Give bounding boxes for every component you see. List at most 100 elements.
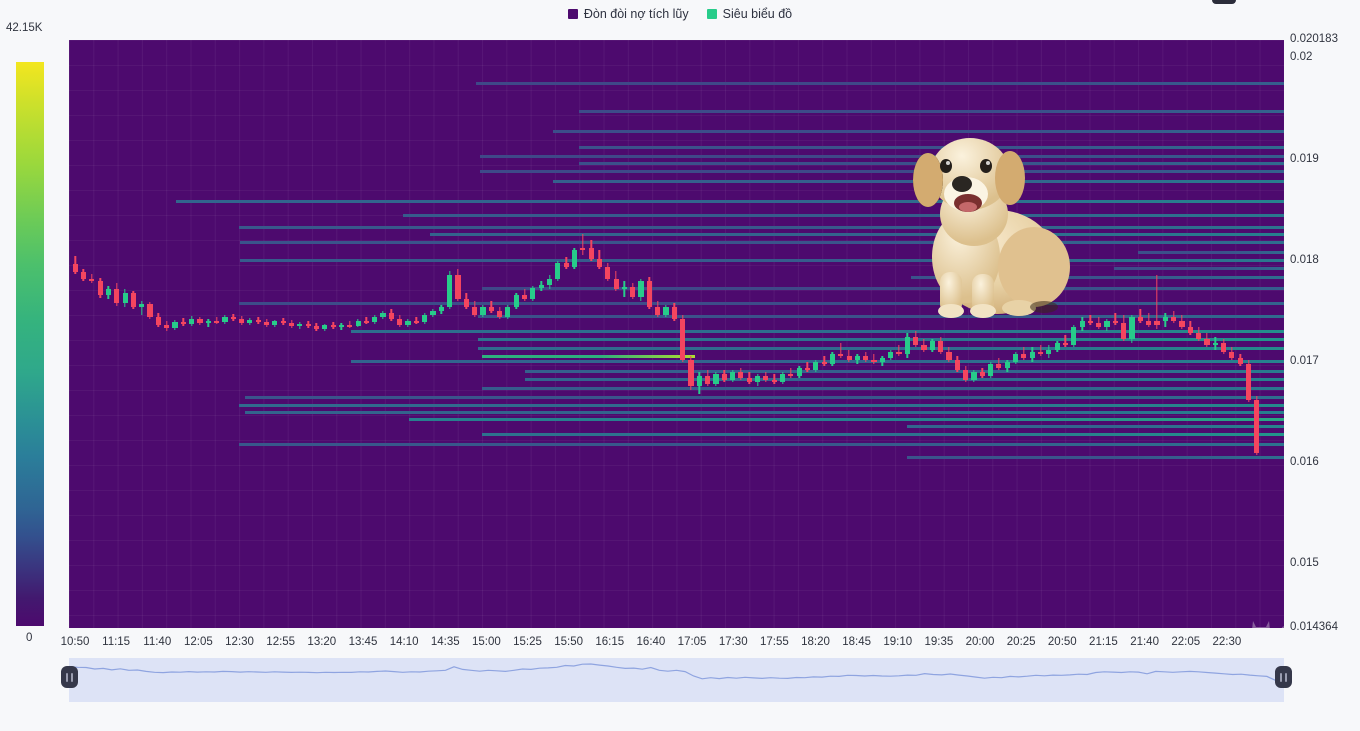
navigator-left-handle[interactable] — [61, 666, 78, 688]
candle-body — [1104, 321, 1110, 328]
candle-wick — [415, 317, 418, 325]
candlestick — [854, 40, 860, 628]
legend-item-super-chart[interactable]: Siêu biểu đồ — [706, 8, 792, 21]
candlestick — [130, 40, 136, 628]
candlestick — [488, 40, 494, 628]
candle-body — [1054, 343, 1060, 350]
candlestick — [580, 40, 586, 628]
liquidation-level-line — [482, 287, 1284, 291]
candlestick — [1029, 40, 1035, 628]
candle-body — [322, 325, 328, 330]
candle-body — [1096, 323, 1102, 328]
legend-item-cumulative-liquidation[interactable]: Đòn đòi nợ tích lũy — [567, 8, 689, 21]
candle-body — [1046, 349, 1052, 354]
y-axis-tick-label: 0.018 — [1290, 253, 1319, 266]
x-axis-tick-label: 20:00 — [965, 636, 995, 648]
coinglass-watermark: coinglass — [1249, 618, 1284, 628]
candle-wick — [1139, 309, 1142, 324]
candlestick — [1254, 40, 1260, 628]
x-axis-tick-label: 20:25 — [1006, 636, 1036, 648]
candlestick — [1004, 40, 1010, 628]
y-axis-tick-label: 0.017 — [1290, 354, 1319, 367]
candlestick — [513, 40, 519, 628]
candle-body — [846, 355, 852, 360]
candlestick — [1071, 40, 1077, 628]
candle-body — [904, 337, 910, 354]
candle-body — [1012, 353, 1019, 362]
liquidation-level-line — [907, 456, 1284, 460]
x-axis-tick-label: 12:55 — [266, 636, 296, 648]
navigator-right-handle[interactable] — [1275, 666, 1292, 688]
candle-body — [272, 321, 278, 326]
candlestick — [763, 40, 769, 628]
candle-wick — [1064, 335, 1067, 348]
candlestick — [946, 40, 952, 628]
liquidation-level-line — [478, 347, 1284, 350]
candle-wick — [790, 367, 792, 378]
candle-body — [979, 371, 985, 376]
candle-body — [1112, 321, 1118, 324]
candlestick — [546, 40, 553, 628]
x-axis-tick-label: 21:40 — [1130, 636, 1159, 648]
liquidation-level-line — [245, 410, 1284, 414]
navigator-selection[interactable] — [69, 658, 1284, 702]
candlestick — [205, 40, 211, 628]
candle-body — [305, 324, 311, 327]
candle-body — [996, 363, 1002, 368]
coinglass-watermark-text: coinglass — [1280, 621, 1284, 628]
candle-body — [1237, 357, 1243, 364]
liquidation-level-line — [524, 378, 1284, 382]
candle-body — [530, 287, 536, 299]
candle-wick — [823, 355, 825, 366]
candlestick — [372, 40, 378, 628]
candlestick — [1187, 40, 1193, 628]
candle-body — [804, 367, 811, 370]
candle-body — [971, 371, 977, 380]
x-axis-tick-label: 19:10 — [883, 636, 913, 648]
chart-plot-area[interactable]: coinglass — [69, 40, 1284, 628]
x-axis: 10:50 11:15 11:40 12:05 12:30 12:55 13:20 13:45… — [0, 636, 1360, 654]
candlestick — [139, 40, 145, 628]
candle-body — [796, 367, 802, 376]
candlestick — [463, 40, 469, 628]
candle-body — [147, 304, 153, 318]
x-axis-tick-label: 11:15 — [102, 636, 131, 648]
range-navigator[interactable] — [61, 658, 1292, 702]
y-axis-tick-label: 0.014364 — [1290, 621, 1338, 633]
x-axis-tick-label: 15:25 — [513, 636, 542, 648]
candlestick — [896, 40, 902, 628]
candle-body — [588, 248, 594, 259]
candle-body — [130, 292, 136, 308]
golden-retriever-puppy-overlay — [913, 138, 1070, 318]
candlestick — [164, 40, 170, 628]
candle-body — [89, 278, 95, 281]
candlestick — [621, 40, 627, 628]
candle-body — [114, 288, 120, 304]
candlestick — [821, 40, 827, 628]
candle-body — [263, 322, 270, 326]
liquidation-level-line — [476, 82, 1284, 86]
liquidation-level-line — [479, 155, 1284, 158]
top-toolbar-control[interactable] — [1212, 0, 1236, 4]
candle-body — [155, 317, 161, 326]
x-axis-tick-label: 16:40 — [636, 636, 666, 648]
candlestick — [1121, 40, 1127, 628]
candle-body — [555, 262, 561, 279]
candlestick — [388, 40, 394, 628]
liquidation-level-line — [579, 109, 1284, 113]
candlestick — [1137, 40, 1143, 628]
candlestick — [347, 40, 353, 628]
candlestick — [338, 40, 345, 628]
candlestick — [147, 40, 153, 628]
x-axis-tick-label: 13:20 — [307, 636, 337, 648]
candle-body — [1146, 321, 1152, 326]
candlestick — [829, 40, 836, 628]
candlestick — [180, 40, 186, 628]
candle-body — [763, 375, 769, 380]
candlestick — [263, 40, 270, 628]
x-axis-tick-label: 15:00 — [471, 636, 501, 648]
liquidation-level-line — [552, 129, 1284, 133]
candlestick — [871, 40, 877, 628]
candlestick — [979, 40, 985, 628]
colorbar: 42.15K 0 — [6, 22, 58, 644]
